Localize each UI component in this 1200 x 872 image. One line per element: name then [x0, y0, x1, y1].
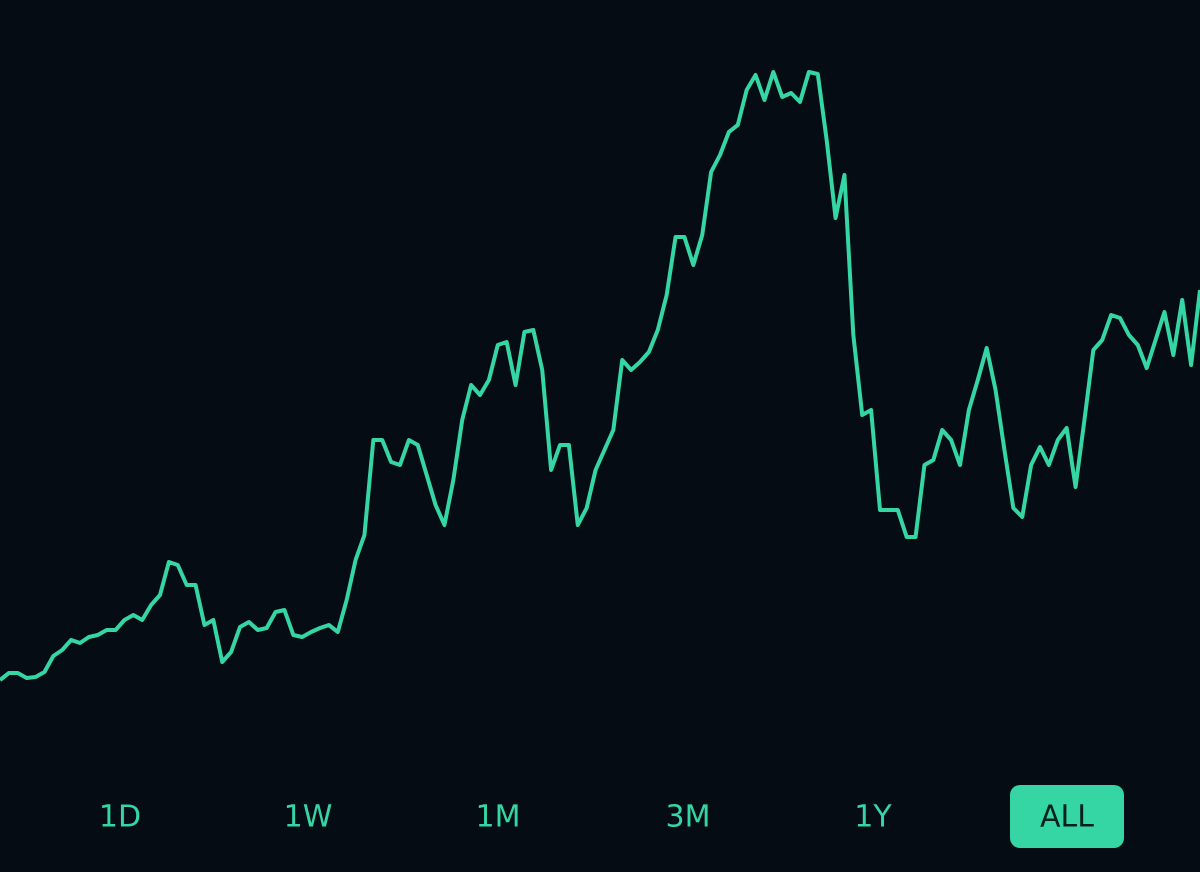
range-button[interactable]: 1D: [99, 800, 141, 835]
price-line: [0, 70, 1200, 682]
range-button[interactable]: ALL: [1010, 785, 1124, 848]
range-button[interactable]: 1M: [476, 800, 521, 835]
range-button-label[interactable]: 1Y: [854, 800, 892, 835]
range-button-label[interactable]: 3M: [666, 800, 711, 835]
range-button[interactable]: 3M: [666, 800, 711, 835]
range-button-label[interactable]: 1D: [99, 800, 141, 835]
range-button-highlight: [1010, 785, 1124, 848]
range-button-label[interactable]: ALL: [1040, 800, 1094, 835]
range-button[interactable]: 1Y: [854, 800, 892, 835]
range-button-label[interactable]: 1M: [476, 800, 521, 835]
range-button[interactable]: 1W: [284, 800, 333, 835]
range-button-label[interactable]: 1W: [284, 800, 333, 835]
